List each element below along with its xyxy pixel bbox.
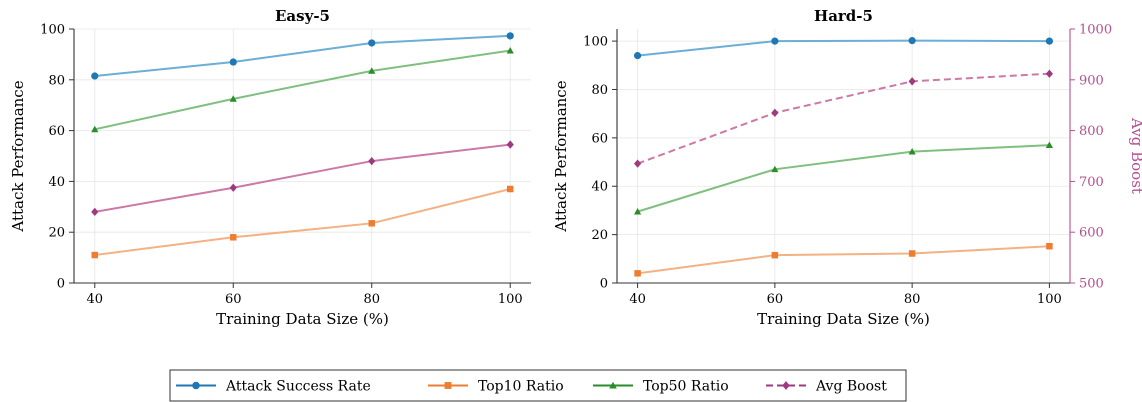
data-point-top10 — [1046, 242, 1053, 250]
data-point-asr — [771, 37, 779, 45]
data-point-top50 — [908, 148, 916, 155]
x-tick-label: 60 — [767, 292, 784, 307]
data-point-top10 — [771, 251, 779, 259]
series-line-avg-boost — [94, 143, 511, 213]
y2-tick-label: 900 — [1079, 73, 1104, 88]
data-point-top10 — [368, 220, 375, 227]
data-point-avg-boost — [633, 159, 642, 168]
x-tick-label: 100 — [1037, 292, 1062, 307]
data-point-top10 — [908, 250, 916, 257]
y-tick-label: 0 — [57, 277, 65, 292]
data-point-asr — [506, 32, 514, 40]
series-line-asr — [637, 39, 1050, 57]
y2-tick-label: 500 — [1079, 277, 1104, 292]
data-point-avg-boost — [91, 207, 99, 217]
data-point-avg-boost — [1045, 69, 1054, 78]
y2-tick-label: 1000 — [1079, 23, 1112, 38]
x-tick-label: 40 — [629, 292, 646, 307]
data-point-top10 — [230, 234, 237, 241]
y-tick-label: 40 — [48, 175, 65, 190]
y2-tick-label: 700 — [1079, 175, 1104, 190]
data-point-top10 — [634, 270, 641, 277]
data-point-top50 — [368, 67, 376, 74]
x-tick-label: 100 — [498, 292, 523, 307]
y-tick-label: 80 — [591, 83, 608, 98]
x-tick-label: 40 — [86, 292, 103, 307]
series-line-top10 — [637, 245, 1050, 275]
legend-marker-asr — [192, 381, 200, 390]
legend-marker-avg-boost — [782, 381, 790, 390]
legend-marker-top10 — [444, 382, 452, 389]
series-line-avg-boost — [637, 72, 1050, 165]
data-point-asr — [908, 37, 916, 45]
series-line-top50 — [637, 144, 1050, 213]
y-tick-label: 0 — [600, 277, 608, 292]
legend-label-top50: Top50 Ratio — [643, 379, 729, 395]
y2-tick-label: 800 — [1079, 124, 1104, 139]
legend-label-avg-boost: Avg Boost — [815, 379, 887, 395]
data-point-asr — [633, 52, 642, 60]
data-point-avg-boost — [368, 156, 376, 166]
x-tick-label: 80 — [363, 292, 380, 307]
y-tick-label: 100 — [583, 35, 608, 50]
panel-title: Easy-5 — [275, 7, 330, 25]
y-tick-label: 60 — [591, 131, 608, 146]
data-point-top50 — [91, 125, 99, 133]
data-point-asr — [1045, 37, 1054, 45]
y2-tick-label: 600 — [1079, 226, 1104, 241]
data-point-asr — [368, 39, 376, 47]
data-point-top10 — [91, 251, 99, 259]
data-point-avg-boost — [506, 140, 514, 149]
y-axis-title: Attack Performance — [9, 80, 27, 232]
legend: Attack Success Rate Top10 Ratio Top50 Rati… — [169, 369, 907, 402]
y2-axis-title: Avg Boost — [1128, 117, 1142, 194]
x-tick-label: 60 — [225, 292, 242, 307]
data-point-top50 — [633, 208, 642, 215]
legend-label-top10: Top10 Ratio — [478, 379, 564, 395]
legend-marker-top50 — [609, 381, 617, 389]
data-point-top50 — [1045, 141, 1054, 148]
panel-title: Hard-5 — [814, 7, 873, 25]
series-line-top50 — [94, 49, 511, 131]
x-tick-label: 80 — [904, 292, 921, 307]
x-axis-title: Training Data Size (%) — [757, 310, 930, 328]
data-point-top50 — [771, 165, 779, 173]
data-point-top50 — [506, 46, 514, 54]
y-tick-label: 100 — [40, 23, 65, 38]
y-tick-label: 80 — [48, 73, 65, 88]
y-tick-label: 20 — [591, 228, 608, 243]
data-point-top10 — [506, 185, 514, 193]
data-point-asr — [91, 72, 99, 80]
legend-label-asr: Attack Success Rate — [225, 379, 371, 395]
data-point-avg-boost — [229, 183, 237, 192]
data-point-top50 — [229, 95, 237, 102]
series-line-top10 — [94, 188, 511, 257]
data-point-avg-boost — [771, 108, 779, 117]
x-axis-title: Training Data Size (%) — [216, 310, 389, 328]
y-tick-label: 40 — [591, 180, 608, 195]
data-point-avg-boost — [908, 77, 916, 86]
y-tick-label: 60 — [48, 124, 65, 139]
panel-hard-5: 40 60 80 1000204060801005006007008009001000… — [552, 7, 1142, 328]
panel-easy-5: 40 60 80 100 0 20 40 60 80 100 Easy-5 Training Data… — [9, 7, 531, 328]
series-line-asr — [94, 34, 511, 77]
y-tick-label: 20 — [48, 226, 65, 241]
y-axis-title: Attack Performance — [552, 80, 570, 232]
data-point-asr — [229, 58, 237, 66]
